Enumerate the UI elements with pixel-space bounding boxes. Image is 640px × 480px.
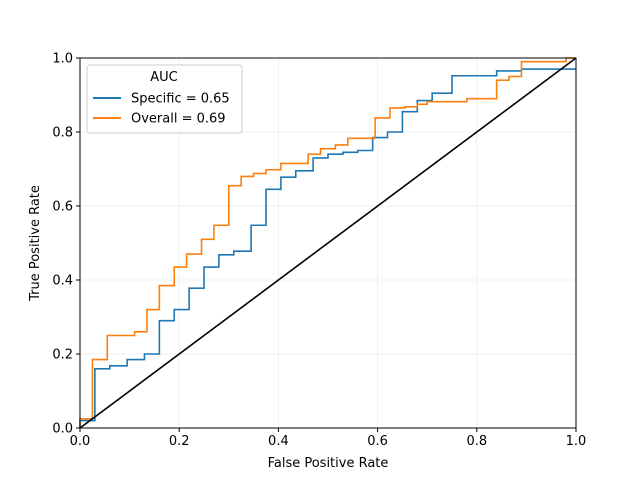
- plot-area: [79, 57, 577, 429]
- y-tick-label: 1.0: [52, 52, 73, 67]
- y-tick-label: 0.2: [52, 348, 73, 363]
- y-axis-label: True Positive Rate: [28, 185, 43, 302]
- axes-frame: [79, 57, 577, 429]
- x-tick-label: 0.8: [466, 434, 487, 449]
- x-tick-label: 1.0: [566, 434, 587, 449]
- x-tick-label: 0.4: [268, 434, 289, 449]
- grid: [79, 57, 577, 429]
- legend: AUC Specific = 0.65 Overall = 0.69: [86, 64, 243, 134]
- y-axis-ticks: 0.0 0.2 0.4 0.6 0.8 1.0: [52, 52, 80, 437]
- x-tick-label: 0.2: [169, 434, 190, 449]
- y-tick-label: 0.4: [52, 274, 73, 289]
- x-tick-label: 0.6: [367, 434, 388, 449]
- x-axis-label: False Positive Rate: [268, 456, 389, 471]
- y-tick-label: 0.0: [52, 422, 73, 437]
- chance-diagonal-line: [79, 57, 577, 429]
- x-axis-ticks: 0.0 0.2 0.4 0.6 0.8 1.0: [70, 428, 587, 449]
- overall-roc-line: [79, 57, 576, 428]
- legend-title: AUC: [150, 70, 178, 85]
- y-tick-label: 0.6: [52, 200, 73, 215]
- y-tick-label: 0.8: [52, 126, 73, 141]
- x-tick-label: 0.0: [70, 434, 91, 449]
- legend-label-specific: Specific = 0.65: [131, 92, 230, 107]
- legend-label-overall: Overall = 0.69: [131, 112, 226, 127]
- specific-roc-line: [79, 68, 576, 428]
- legend-box: [86, 64, 243, 134]
